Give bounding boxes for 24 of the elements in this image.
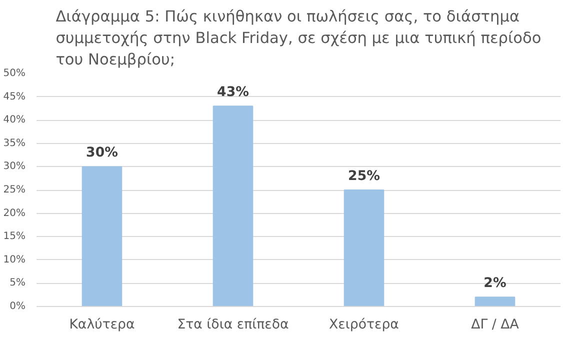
bar (474, 296, 516, 306)
y-tick-label: 0% (10, 301, 26, 312)
x-tick-label: Χειρότερα (329, 318, 400, 332)
y-tick-label: 25% (3, 184, 26, 196)
data-label: 30% (86, 146, 118, 161)
y-tick-label: 45% (3, 91, 26, 102)
y-tick-label: 5% (10, 278, 26, 289)
bar (344, 190, 384, 306)
y-tick-label: 20% (3, 208, 26, 219)
y-tick-label: 50% (3, 68, 26, 79)
y-tick-label: 40% (3, 114, 26, 126)
x-tick-label: ΔΓ / ΔΑ (471, 318, 519, 332)
x-tick-label: Καλύτερα (69, 318, 136, 332)
x-tick-label: Στα ίδια επίπεδα (177, 318, 289, 332)
y-tick-label: 35% (3, 138, 26, 149)
bar (212, 106, 254, 306)
y-tick-label: 30% (3, 161, 26, 172)
chart-title: Διάγραμμα 5: Πώς κινήθηκαν οι πωλήσεις σας, το διάστημα συμμετοχής στην Black Friday, σε σχέση με μια τυπική περίοδο του Νοεμβρίου; (56, 7, 542, 68)
bar (82, 166, 122, 306)
y-tick-label: 10% (3, 254, 26, 266)
y-tick-label: 15% (3, 231, 26, 242)
data-label: 2% (484, 276, 506, 292)
data-label: 43% (217, 85, 249, 100)
data-label: 25% (348, 169, 380, 184)
